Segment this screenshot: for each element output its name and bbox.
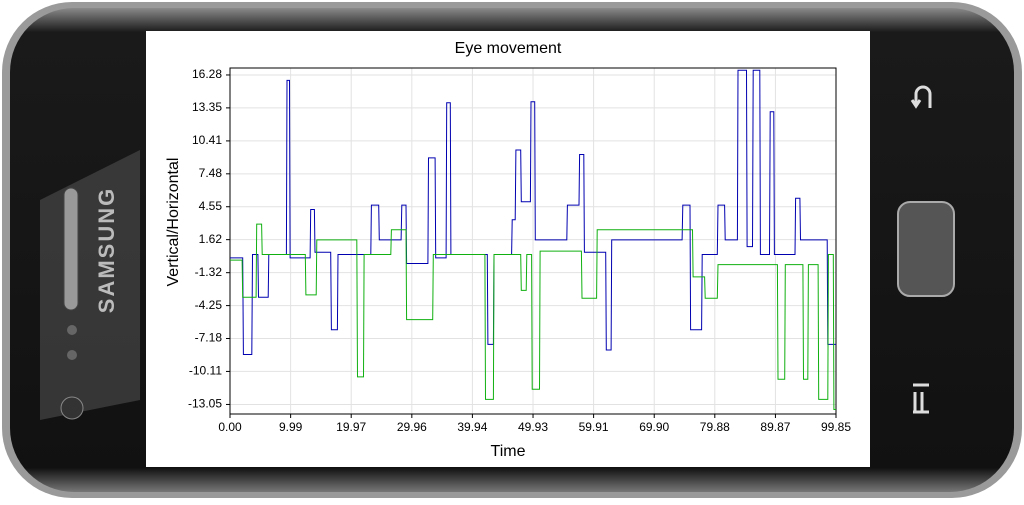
x-tick-label: 39.94 <box>457 420 487 434</box>
y-tick-label: -4.25 <box>195 298 223 312</box>
x-tick-label: 69.90 <box>639 420 669 434</box>
brand: SAMSUNG <box>94 187 119 313</box>
y-tick-label: -13.05 <box>188 397 222 411</box>
x-tick-label: 89.87 <box>760 420 790 434</box>
sensor <box>67 325 77 335</box>
chart-title: Eye movement <box>455 40 562 57</box>
back-icon[interactable] <box>910 85 932 109</box>
y-axis-label: Vertical/Horizontal <box>165 158 182 287</box>
plot-frame <box>229 67 837 415</box>
y-tick-label: -1.32 <box>195 265 223 279</box>
x-tick-label: 9.99 <box>279 420 303 434</box>
y-tick-label: 4.55 <box>199 199 223 213</box>
screen <box>146 31 870 467</box>
x-tick-label: 79.88 <box>700 420 730 434</box>
series-line <box>230 69 836 355</box>
series-line <box>230 223 836 410</box>
y-tick-label: 7.48 <box>199 166 223 180</box>
x-axis-label: Time <box>491 443 526 460</box>
x-tick-label: 59.91 <box>579 420 609 434</box>
y-tick-label: -10.11 <box>189 364 222 378</box>
camera <box>60 396 84 420</box>
y-tick-label: 16.28 <box>192 67 222 81</box>
y-tick-label: -7.18 <box>195 331 223 345</box>
menu-icon[interactable] <box>913 383 929 414</box>
x-tick-label: 0.00 <box>218 420 242 434</box>
x-tick-label: 49.93 <box>518 420 548 434</box>
sensor <box>67 350 77 360</box>
home-button[interactable] <box>897 201 955 297</box>
x-tick-label: 19.97 <box>336 420 366 434</box>
y-tick-label: 1.62 <box>199 232 223 246</box>
y-tick-label: 13.35 <box>192 100 222 114</box>
x-tick-label: 29.96 <box>397 420 427 434</box>
x-tick-label: 99.85 <box>821 420 851 434</box>
speaker <box>63 187 79 311</box>
y-tick-label: 10.41 <box>192 133 222 147</box>
